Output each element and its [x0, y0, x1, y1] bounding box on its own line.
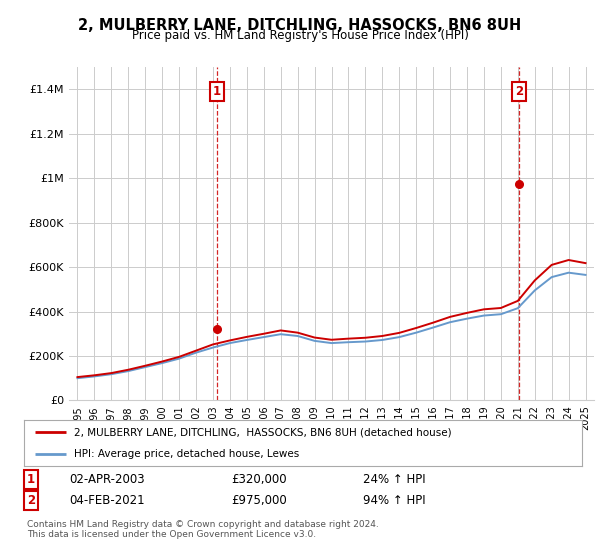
Text: Contains HM Land Registry data © Crown copyright and database right 2024.
This d: Contains HM Land Registry data © Crown c… [27, 520, 379, 539]
Text: 1: 1 [213, 85, 221, 98]
Text: Price paid vs. HM Land Registry's House Price Index (HPI): Price paid vs. HM Land Registry's House … [131, 29, 469, 42]
Text: 24% ↑ HPI: 24% ↑ HPI [363, 473, 425, 486]
Text: 2, MULBERRY LANE, DITCHLING, HASSOCKS, BN6 8UH: 2, MULBERRY LANE, DITCHLING, HASSOCKS, B… [79, 18, 521, 33]
Text: 2: 2 [27, 494, 35, 507]
Text: 2, MULBERRY LANE, DITCHLING,  HASSOCKS, BN6 8UH (detached house): 2, MULBERRY LANE, DITCHLING, HASSOCKS, B… [74, 427, 452, 437]
Text: HPI: Average price, detached house, Lewes: HPI: Average price, detached house, Lewe… [74, 449, 299, 459]
Text: 04-FEB-2021: 04-FEB-2021 [69, 494, 145, 507]
Text: 2: 2 [515, 85, 523, 98]
Text: £320,000: £320,000 [231, 473, 287, 486]
Text: 1: 1 [27, 473, 35, 486]
Text: £975,000: £975,000 [231, 494, 287, 507]
Text: 02-APR-2003: 02-APR-2003 [69, 473, 145, 486]
Text: 94% ↑ HPI: 94% ↑ HPI [363, 494, 425, 507]
